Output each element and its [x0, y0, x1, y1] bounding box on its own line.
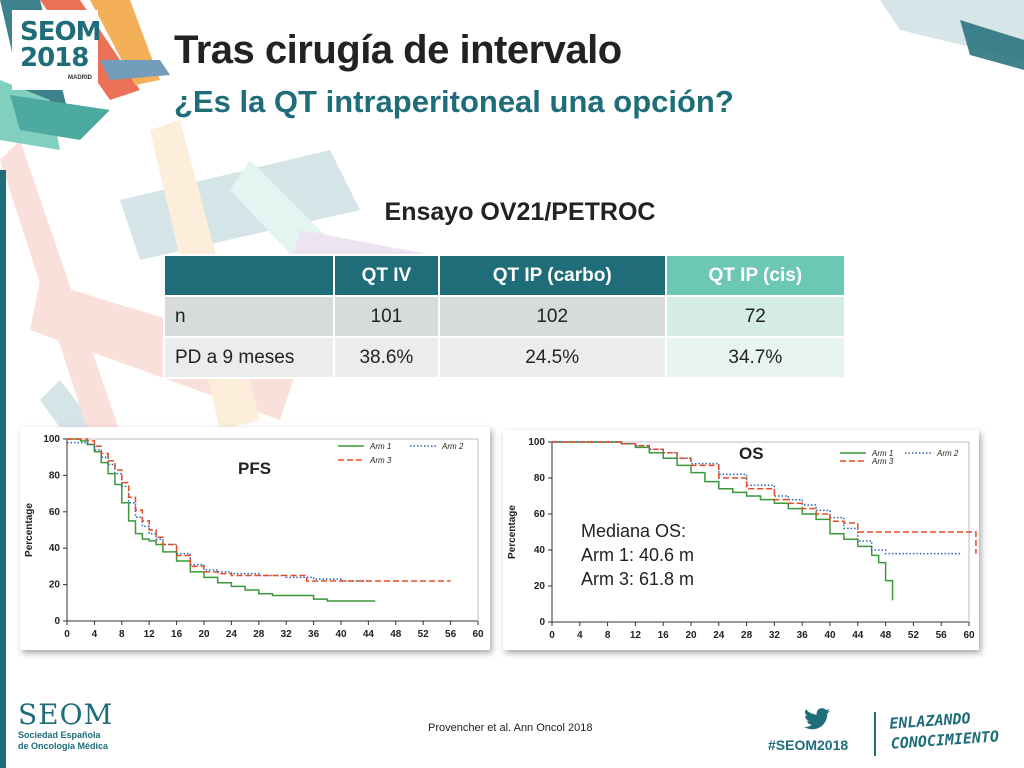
table-cell: 102	[437, 295, 667, 338]
legend-label: Arm 3	[871, 457, 894, 466]
slide-subtitle: ¿Es la QT intraperitoneal una opción?	[174, 84, 734, 119]
footer-logo-line2: de Oncología Médica	[18, 741, 109, 751]
y-tick-label: 40	[49, 543, 61, 554]
footer-separator	[874, 712, 876, 756]
x-tick-label: 16	[658, 630, 670, 641]
footer-logo-text: SEOM	[18, 698, 114, 731]
x-tick-label: 48	[390, 629, 402, 640]
x-tick-label: 32	[281, 629, 293, 640]
y-tick-label: 100	[43, 434, 60, 445]
table-cell: n	[163, 295, 335, 338]
y-axis-label: Percentage	[507, 505, 518, 559]
x-tick-label: 52	[908, 630, 920, 641]
x-tick-label: 24	[226, 629, 238, 640]
y-tick-label: 80	[49, 470, 61, 481]
series-line-arm-3	[67, 438, 451, 582]
y-tick-label: 40	[534, 545, 546, 556]
x-tick-label: 0	[64, 629, 70, 640]
x-tick-label: 4	[577, 630, 583, 641]
legend-label: Arm 2	[936, 449, 959, 458]
y-tick-label: 20	[534, 581, 546, 592]
x-tick-label: 44	[852, 630, 864, 641]
x-tick-label: 48	[880, 630, 892, 641]
x-tick-label: 28	[741, 630, 753, 641]
y-tick-label: 0	[539, 617, 545, 628]
y-tick-label: 20	[49, 580, 61, 591]
y-tick-label: 60	[534, 509, 546, 520]
logo-text: SEOM	[20, 17, 101, 47]
table-cell: 34.7%	[664, 336, 847, 379]
table-header-cell: QT IP (carbo)	[437, 254, 667, 297]
table-cell: 72	[664, 295, 847, 338]
x-tick-label: 60	[472, 629, 484, 640]
x-tick-label: 4	[92, 629, 98, 640]
y-axis-label: Percentage	[24, 503, 35, 557]
table-cell: PD a 9 meses	[163, 336, 335, 379]
slide-title: Tras cirugía de intervalo	[174, 28, 622, 72]
x-tick-label: 36	[308, 629, 320, 640]
logo-city: MADRID	[68, 75, 92, 81]
seom-footer-logo: SEOM Sociedad Española de Oncología Médi…	[18, 700, 113, 752]
series-line-arm-1	[552, 441, 894, 601]
os-chart-card: 0 4 8 12 16 20 24 28 32 36 40 44 48 52 56 60 0 20 40 60 80 10…	[503, 430, 979, 650]
annotation-line: Mediana OS:	[581, 521, 686, 541]
series-line-arm-3	[552, 441, 977, 554]
x-tick-label: 40	[824, 630, 836, 641]
annotation-line: Arm 1: 40.6 m	[581, 545, 694, 565]
x-tick-label: 40	[335, 629, 347, 640]
os-chart: 0 4 8 12 16 20 24 28 32 36 40 44 48 52 56 6002040608010…	[507, 437, 977, 641]
pfs-chart-card: 0 4 8 12 16 20 24 28 32 36 40 44 48 52 56 60 0 20 40 60 80 10…	[20, 427, 490, 650]
trial-title: Ensayo OV21/PETROC	[384, 198, 656, 226]
table-cell: 101	[333, 295, 440, 338]
table-header-cell: QT IP (cis)	[664, 254, 847, 297]
x-tick-label: 56	[936, 630, 948, 641]
left-accent-bar	[0, 170, 6, 768]
y-tick-label: 0	[54, 616, 60, 627]
annotation-line: Arm 3: 61.8 m	[581, 569, 694, 589]
x-tick-label: 32	[769, 630, 781, 641]
series-line-arm-2	[67, 441, 369, 582]
legend-label: Arm 2	[441, 442, 464, 451]
y-tick-label: 60	[49, 507, 61, 518]
x-tick-label: 20	[198, 629, 210, 640]
footer-logo-line1: Sociedad Española	[18, 730, 101, 740]
citation: Provencher et al. Ann Oncol 2018	[428, 722, 593, 734]
x-tick-label: 24	[713, 630, 725, 641]
x-tick-label: 12	[144, 629, 156, 640]
x-tick-label: 12	[630, 630, 642, 641]
table-row: n 101 102 72	[163, 295, 847, 338]
x-tick-label: 52	[418, 629, 430, 640]
x-tick-label: 16	[171, 629, 183, 640]
x-tick-label: 56	[445, 629, 457, 640]
twitter-icon[interactable]	[804, 708, 830, 730]
table-header-row: QT IV QT IP (carbo) QT IP (cis)	[163, 254, 847, 297]
x-tick-label: 20	[685, 630, 697, 641]
table-cell: 38.6%	[333, 336, 440, 379]
slogan: ENLAZANDO CONOCIMIENTO	[889, 706, 1000, 753]
table-header-cell	[163, 254, 335, 297]
y-tick-label: 80	[534, 473, 546, 484]
pfs-chart: 0 4 8 12 16 20 24 28 32 36 40 44 48 52 56 6002040608010…	[24, 434, 484, 640]
legend-label: Arm 1	[369, 442, 391, 451]
table-header-cell: QT IV	[333, 254, 440, 297]
x-tick-label: 0	[549, 630, 555, 641]
seom-2018-logo: SEOM 2018 MADRID	[12, 10, 101, 90]
x-tick-label: 28	[253, 629, 265, 640]
table-cell: 24.5%	[437, 336, 667, 379]
chart-title: PFS	[238, 459, 271, 478]
x-tick-label: 44	[363, 629, 375, 640]
x-tick-label: 60	[963, 630, 975, 641]
chart-title: OS	[739, 444, 764, 463]
logo-year: 2018	[20, 43, 89, 73]
x-tick-label: 8	[605, 630, 611, 641]
series-line-arm-1	[67, 438, 376, 602]
legend-label: Arm 3	[369, 456, 392, 465]
x-tick-label: 36	[797, 630, 809, 641]
table-row: PD a 9 meses 38.6% 24.5% 34.7%	[163, 336, 847, 379]
x-tick-label: 8	[119, 629, 125, 640]
hashtag[interactable]: #SEOM2018	[768, 737, 849, 753]
results-table: QT IV QT IP (carbo) QT IP (cis) n 101 10…	[163, 254, 847, 379]
legend-label: Arm 1	[871, 449, 893, 458]
y-tick-label: 100	[528, 437, 545, 448]
